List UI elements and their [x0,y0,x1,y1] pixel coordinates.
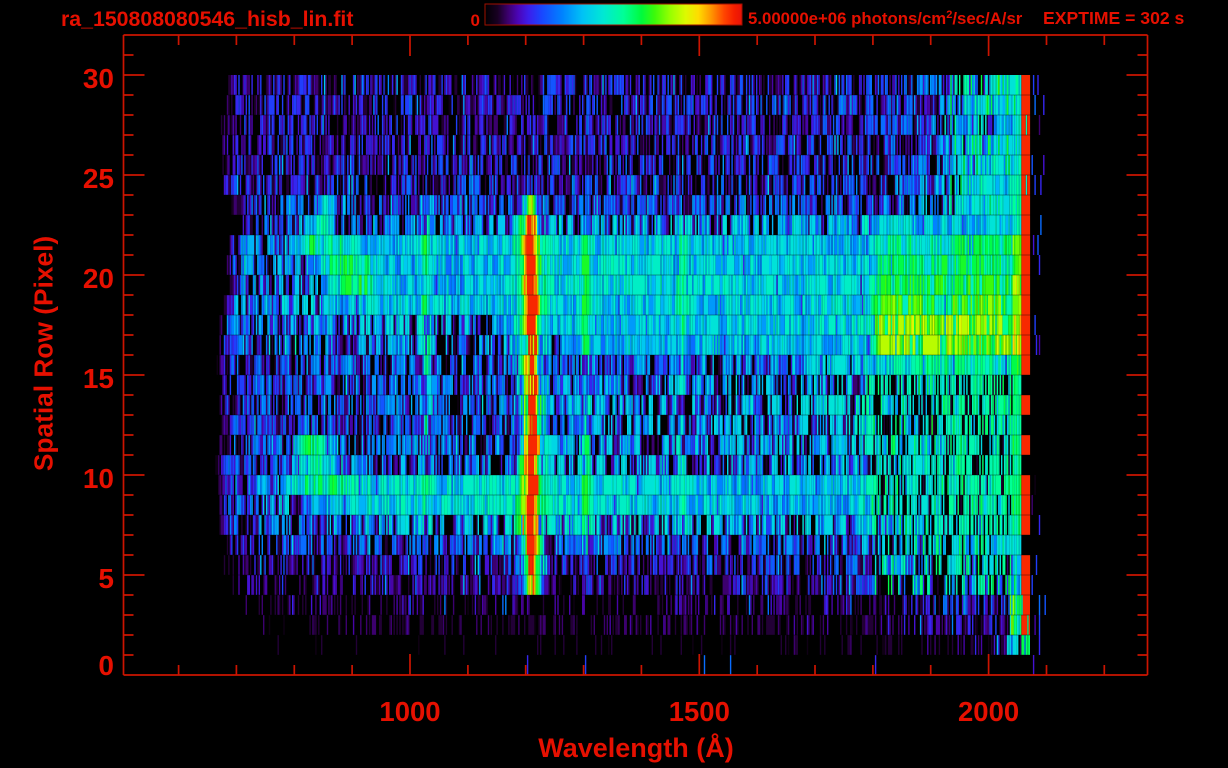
svg-text:0: 0 [98,650,114,681]
svg-text:ra_150808080546_hisb_lin.fit: ra_150808080546_hisb_lin.fit [61,7,353,31]
svg-text:Wavelength (Å): Wavelength (Å) [538,732,734,763]
svg-text:0: 0 [471,11,480,30]
svg-text:2000: 2000 [958,696,1019,727]
svg-text:1000: 1000 [379,696,440,727]
svg-text:EXPTIME = 302 s: EXPTIME = 302 s [1043,8,1185,28]
svg-text:10: 10 [83,463,114,494]
svg-text:15: 15 [83,363,114,394]
svg-text:1500: 1500 [669,696,730,727]
svg-text:5.00000e+06 photons/cm2/sec/A/: 5.00000e+06 photons/cm2/sec/A/sr [748,9,1023,28]
svg-text:25: 25 [83,163,114,194]
svg-text:5: 5 [98,563,114,594]
svg-text:30: 30 [83,63,114,94]
svg-text:20: 20 [83,263,114,294]
svg-text:Spatial Row (Pixel): Spatial Row (Pixel) [29,236,59,471]
